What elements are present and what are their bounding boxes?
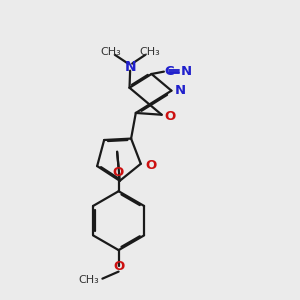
Text: CH₃: CH₃ xyxy=(140,46,160,56)
Text: O: O xyxy=(165,110,176,123)
Text: N: N xyxy=(175,84,186,97)
Text: C: C xyxy=(164,64,174,77)
Text: O: O xyxy=(112,166,124,179)
Text: CH₃: CH₃ xyxy=(100,46,121,56)
Text: N: N xyxy=(181,64,192,77)
Text: O: O xyxy=(113,260,124,273)
Text: CH₃: CH₃ xyxy=(78,275,99,285)
Text: N: N xyxy=(124,60,136,74)
Text: O: O xyxy=(145,159,156,172)
